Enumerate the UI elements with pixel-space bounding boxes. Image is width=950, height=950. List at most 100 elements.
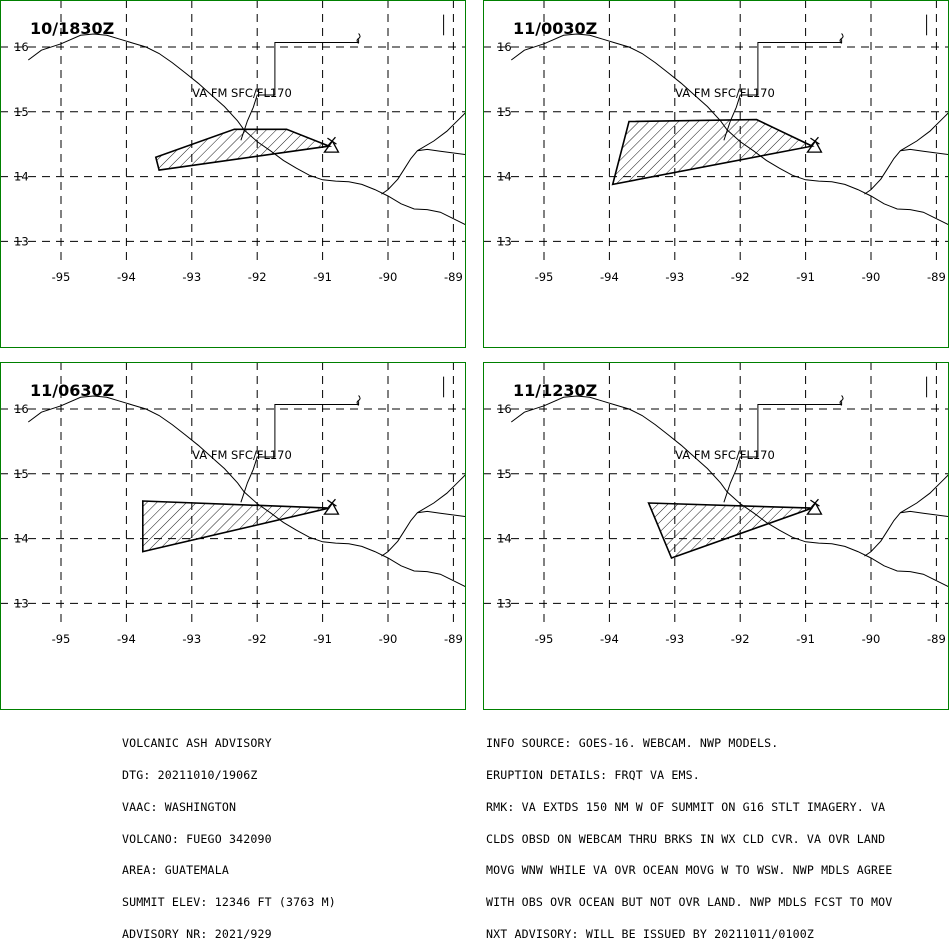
advisory-details-text: INFO SOURCE: GOES-16. WEBCAM. NWP MODELS… bbox=[486, 717, 892, 950]
longitude-tick-label: -94 bbox=[600, 632, 619, 646]
forecast-time-label: 10/1830Z bbox=[30, 19, 114, 38]
longitude-tick-label: -93 bbox=[665, 632, 684, 646]
longitude-tick-label: -93 bbox=[665, 270, 684, 284]
longitude-tick-label: -94 bbox=[117, 632, 136, 646]
volcano-triangle-icon bbox=[323, 498, 340, 515]
latitude-tick-label: 13 bbox=[497, 234, 512, 248]
coastline bbox=[511, 395, 949, 588]
border-squiggle bbox=[356, 395, 361, 406]
longitude-tick-label: -94 bbox=[600, 270, 619, 284]
map-svg: -95 -94 -93 -92 -91 -90 -89 16 15 14 13 VA FM SFC/F… bbox=[0, 362, 466, 710]
border-guatemala-el-salvador bbox=[381, 148, 466, 195]
latitude-tick-label: 16 bbox=[14, 40, 29, 54]
latitude-tick-label: 15 bbox=[497, 467, 512, 481]
longitude-tick-label: -91 bbox=[796, 632, 815, 646]
latitude-tick-label: 15 bbox=[14, 467, 29, 481]
altitude-range-label: VA FM SFC/FL170 bbox=[675, 86, 775, 100]
panel-frame bbox=[0, 362, 466, 710]
longitude-tick-label: -95 bbox=[52, 270, 71, 284]
longitude-tick-label: -91 bbox=[313, 632, 332, 646]
latitude-tick-label: 16 bbox=[14, 402, 29, 416]
latitude-tick-label: 13 bbox=[14, 234, 29, 248]
ash-cloud-polygon bbox=[154, 128, 333, 171]
longitude-tick-label: -90 bbox=[862, 632, 881, 646]
advisory-line: VOLCANIC ASH ADVISORY bbox=[122, 736, 272, 751]
lat-lon-grid bbox=[483, 362, 949, 624]
longitude-tick-label: -95 bbox=[535, 632, 554, 646]
panel-frame bbox=[483, 362, 949, 710]
advisory-line: SUMMIT ELEV: 12346 FT (3763 M) bbox=[122, 895, 336, 910]
map-panel-1: -95 -94 -93 -92 -91 -90 -89 16 15 14 13 VA FM SFC/F… bbox=[0, 0, 466, 348]
border-mexico-guatemala bbox=[723, 401, 843, 503]
latitude-tick-label: 15 bbox=[497, 105, 512, 119]
longitude-tick-label: -91 bbox=[796, 270, 815, 284]
ash-cloud-polygon bbox=[647, 502, 813, 560]
coastline bbox=[28, 395, 466, 588]
panel-frame bbox=[0, 0, 466, 348]
advisory-line: ERUPTION DETAILS: FRQT VA EMS. bbox=[486, 767, 700, 782]
border-squiggle bbox=[839, 395, 844, 406]
longitude-tick-label: -92 bbox=[248, 270, 267, 284]
longitude-tick-label: -93 bbox=[182, 632, 201, 646]
longitude-tick-label: -90 bbox=[379, 632, 398, 646]
forecast-time-label: 11/1230Z bbox=[513, 381, 597, 400]
longitude-tick-label: -89 bbox=[444, 270, 463, 284]
border-mexico-guatemala bbox=[723, 39, 843, 141]
map-panel-3: -95 -94 -93 -92 -91 -90 -89 16 15 14 13 VA FM SFC/F… bbox=[0, 362, 466, 710]
map-svg: -95 -94 -93 -92 -91 -90 -89 16 15 14 13 VA FM SFC/F… bbox=[0, 0, 466, 348]
volcano-triangle-icon bbox=[806, 136, 823, 153]
advisory-line: RMK: VA EXTDS 150 NM W OF SUMMIT ON G16 … bbox=[486, 799, 886, 814]
border-mexico-guatemala bbox=[240, 401, 360, 503]
altitude-range-label: VA FM SFC/FL170 bbox=[192, 448, 292, 462]
advisory-line: VAAC: WASHINGTON bbox=[122, 799, 237, 814]
advisory-line: VOLCANO: FUEGO 342090 bbox=[122, 831, 272, 846]
map-panel-2: -95 -94 -93 -92 -91 -90 -89 16 15 14 13 VA FM SFC/F… bbox=[483, 0, 949, 348]
panel-frame bbox=[483, 0, 949, 348]
advisory-header-text: VOLCANIC ASH ADVISORY DTG: 20211010/1906… bbox=[122, 717, 336, 950]
border-guatemala-honduras bbox=[417, 473, 466, 514]
lat-lon-grid bbox=[0, 0, 466, 262]
longitude-tick-label: -91 bbox=[313, 270, 332, 284]
border-guatemala-honduras bbox=[417, 111, 466, 152]
advisory-line: DTG: 20211010/1906Z bbox=[122, 767, 258, 782]
longitude-tick-label: -90 bbox=[379, 270, 398, 284]
forecast-time-label: 11/0630Z bbox=[30, 381, 114, 400]
advisory-line: WITH OBS OVR OCEAN BUT NOT OVR LAND. NWP… bbox=[486, 895, 893, 910]
latitude-tick-label: 14 bbox=[14, 170, 29, 184]
latitude-tick-label: 14 bbox=[14, 532, 29, 546]
latitude-tick-label: 14 bbox=[497, 532, 512, 546]
volcano-triangle-icon bbox=[806, 498, 823, 515]
longitude-tick-label: -89 bbox=[444, 632, 463, 646]
latitude-tick-label: 16 bbox=[497, 402, 512, 416]
advisory-line: CLDS OBSD ON WEBCAM THRU BRKS IN WX CLD … bbox=[486, 831, 886, 846]
advisory-line: ADVISORY NR: 2021/929 bbox=[122, 926, 272, 941]
border-guatemala-el-salvador bbox=[864, 148, 949, 195]
latitude-tick-label: 14 bbox=[497, 170, 512, 184]
forecast-time-label: 11/0030Z bbox=[513, 19, 597, 38]
border-guatemala-el-salvador bbox=[381, 510, 466, 557]
border-mexico-guatemala bbox=[240, 39, 360, 141]
latitude-tick-label: 16 bbox=[497, 40, 512, 54]
latitude-tick-label: 13 bbox=[497, 596, 512, 610]
latitude-tick-label: 15 bbox=[14, 105, 29, 119]
advisory-line: NXT ADVISORY: WILL BE ISSUED BY 20211011… bbox=[486, 926, 814, 941]
border-squiggle bbox=[839, 33, 844, 44]
longitude-tick-label: -92 bbox=[731, 270, 750, 284]
longitude-tick-label: -95 bbox=[52, 632, 71, 646]
advisory-line: MOVG WNW WHILE VA OVR OCEAN MOVG W TO WS… bbox=[486, 863, 893, 878]
longitude-tick-label: -92 bbox=[731, 632, 750, 646]
altitude-range-label: VA FM SFC/FL170 bbox=[675, 448, 775, 462]
border-guatemala-el-salvador bbox=[864, 510, 949, 557]
longitude-tick-label: -93 bbox=[182, 270, 201, 284]
ash-cloud-polygon bbox=[142, 500, 330, 553]
longitude-tick-label: -89 bbox=[927, 632, 946, 646]
longitude-tick-label: -90 bbox=[862, 270, 881, 284]
latitude-tick-label: 13 bbox=[14, 596, 29, 610]
map-svg: -95 -94 -93 -92 -91 -90 -89 16 15 14 13 VA FM SFC/F… bbox=[483, 362, 949, 710]
longitude-tick-label: -92 bbox=[248, 632, 267, 646]
longitude-tick-label: -95 bbox=[535, 270, 554, 284]
border-guatemala-honduras bbox=[900, 111, 949, 152]
border-guatemala-honduras bbox=[900, 473, 949, 514]
advisory-line: AREA: GUATEMALA bbox=[122, 863, 229, 878]
longitude-tick-label: -94 bbox=[117, 270, 136, 284]
